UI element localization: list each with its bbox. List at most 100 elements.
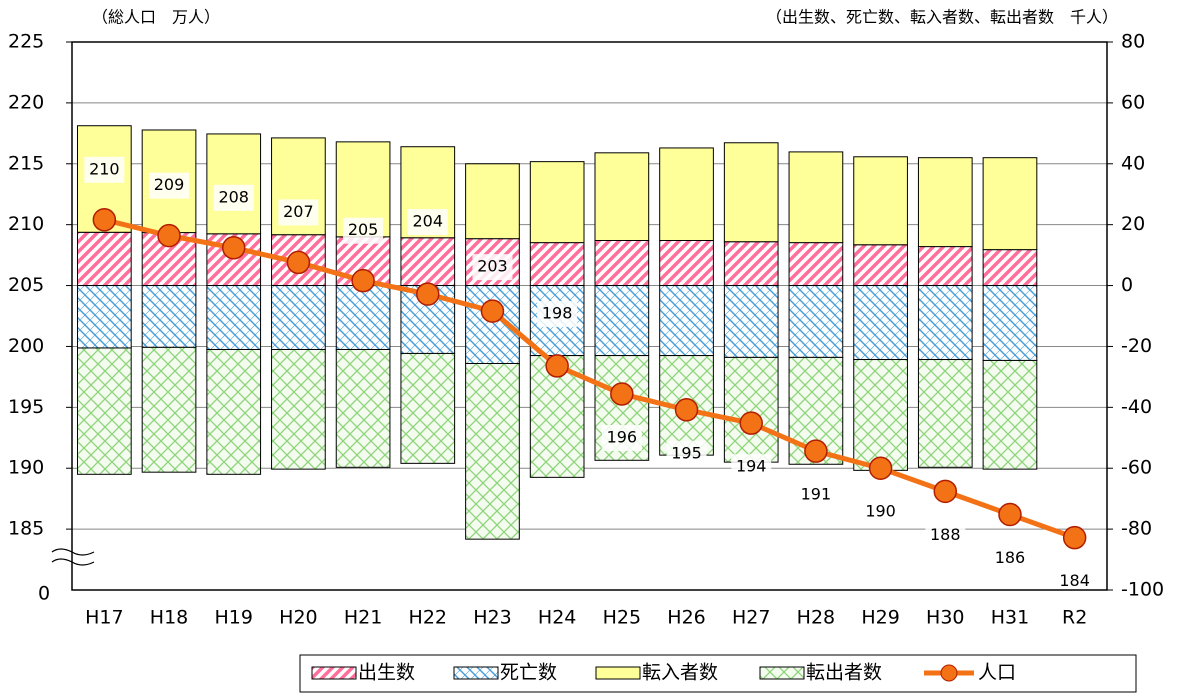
bar-segment	[335, 348, 391, 468]
bar-segment	[659, 285, 714, 357]
y-tick-label: 200	[8, 335, 44, 357]
line-marker	[351, 268, 375, 293]
data-label: 204	[413, 212, 444, 231]
bar-segment	[853, 359, 908, 471]
bar-segment	[206, 348, 262, 475]
y2-tick-label: 40	[1121, 152, 1145, 174]
data-label: 205	[348, 220, 379, 239]
bar-segment	[917, 359, 973, 468]
legend-swatch	[940, 664, 958, 682]
legend-swatch	[595, 666, 641, 680]
bar-segment	[982, 285, 1038, 361]
bar-segment	[788, 151, 844, 244]
right-axis-title: （出生数、死亡数、転入者数、転出者数 千人）	[766, 8, 1118, 27]
x-tick-label: H28	[797, 607, 835, 629]
y2-tick-label: 60	[1121, 91, 1145, 113]
bar-segment	[982, 249, 1038, 287]
legend-swatch	[311, 666, 357, 680]
bar-segment	[400, 237, 456, 287]
y2-tick-label: -20	[1121, 335, 1152, 357]
bar-segment	[76, 285, 132, 349]
bar-segment	[206, 285, 262, 350]
bar-segment	[723, 356, 779, 463]
bar-segment	[917, 246, 973, 287]
line-marker	[286, 250, 311, 275]
y2-tick-label: -40	[1121, 396, 1152, 418]
bar-segment	[400, 352, 456, 464]
y-break-label: 0	[38, 583, 50, 605]
x-tick-label: H27	[732, 607, 770, 629]
x-tick-label: R2	[1062, 607, 1087, 629]
line-marker	[868, 456, 893, 480]
x-tick-label: H19	[214, 607, 252, 629]
plot-frame	[71, 41, 1108, 591]
label-bg	[601, 424, 642, 451]
bar-segment	[788, 285, 844, 358]
label-bg	[989, 545, 1030, 572]
label-bg	[343, 217, 384, 244]
bar-segment	[465, 362, 520, 540]
axis-break	[51, 548, 95, 566]
y-tick-label: 225	[8, 31, 44, 53]
y-tick-label: 215	[8, 152, 44, 174]
data-label: 190	[865, 502, 896, 521]
y-tick-label: 190	[8, 457, 44, 479]
line-marker	[804, 439, 828, 463]
bar-segment	[917, 157, 973, 248]
line-marker	[998, 502, 1022, 527]
data-label: 198	[542, 303, 573, 322]
bar-segment	[465, 163, 520, 240]
y2-tick-label: -100	[1121, 579, 1164, 601]
x-tick-label: H31	[991, 607, 1029, 629]
bar-segment	[594, 285, 650, 357]
y-tick-label: 195	[8, 396, 44, 418]
data-label: 208	[218, 187, 249, 206]
label-bg	[731, 454, 772, 481]
data-label: 184	[1059, 571, 1090, 590]
x-tick-label: H22	[409, 607, 447, 629]
label-bg	[860, 499, 901, 526]
bar-segment	[76, 231, 132, 287]
x-tick-label: H23	[473, 607, 511, 629]
label-bg	[795, 482, 836, 509]
bar-segment	[723, 285, 779, 358]
bar-segment	[76, 347, 132, 475]
data-label: 186	[995, 548, 1026, 567]
bar-segment	[917, 285, 973, 361]
bar-segment	[271, 285, 326, 350]
bar-segment	[529, 242, 585, 287]
legend-label: 人口	[978, 662, 1016, 684]
line-marker	[416, 282, 440, 306]
y2-tick-label: 20	[1121, 213, 1145, 235]
x-tick-label: H20	[279, 607, 317, 629]
data-label: 188	[930, 525, 961, 544]
data-label: 196	[607, 427, 638, 446]
x-tick-label: H21	[344, 607, 382, 629]
label-bg	[472, 254, 513, 281]
bar-segment	[853, 156, 908, 246]
x-tick-label: H24	[538, 607, 576, 629]
y2-tick-label: -80	[1121, 518, 1152, 540]
line-marker	[480, 299, 505, 323]
x-tick-label: H29	[861, 607, 899, 629]
left-axis-title: （総人口 万人）	[92, 8, 220, 27]
y2-tick-label: -60	[1121, 457, 1152, 479]
y2-tick-label: 0	[1121, 274, 1133, 296]
bar-segment	[529, 161, 585, 244]
legend-swatch	[453, 666, 499, 680]
legend-label: 転出者数	[806, 662, 882, 684]
x-tick-label: H18	[150, 607, 188, 629]
line-marker	[545, 354, 569, 378]
legend-label: 死亡数	[500, 662, 557, 684]
label-bg	[925, 522, 966, 549]
legend-label: 出生数	[358, 662, 415, 684]
label-bg	[666, 440, 707, 467]
y-tick-label: 210	[8, 213, 44, 235]
line-marker	[1062, 525, 1087, 550]
bar-segment	[206, 133, 262, 235]
x-tick-label: H30	[926, 607, 964, 629]
legend-swatch	[759, 666, 805, 680]
bar-segment	[141, 346, 197, 473]
line-marker	[92, 208, 117, 232]
data-label: 203	[477, 257, 508, 276]
